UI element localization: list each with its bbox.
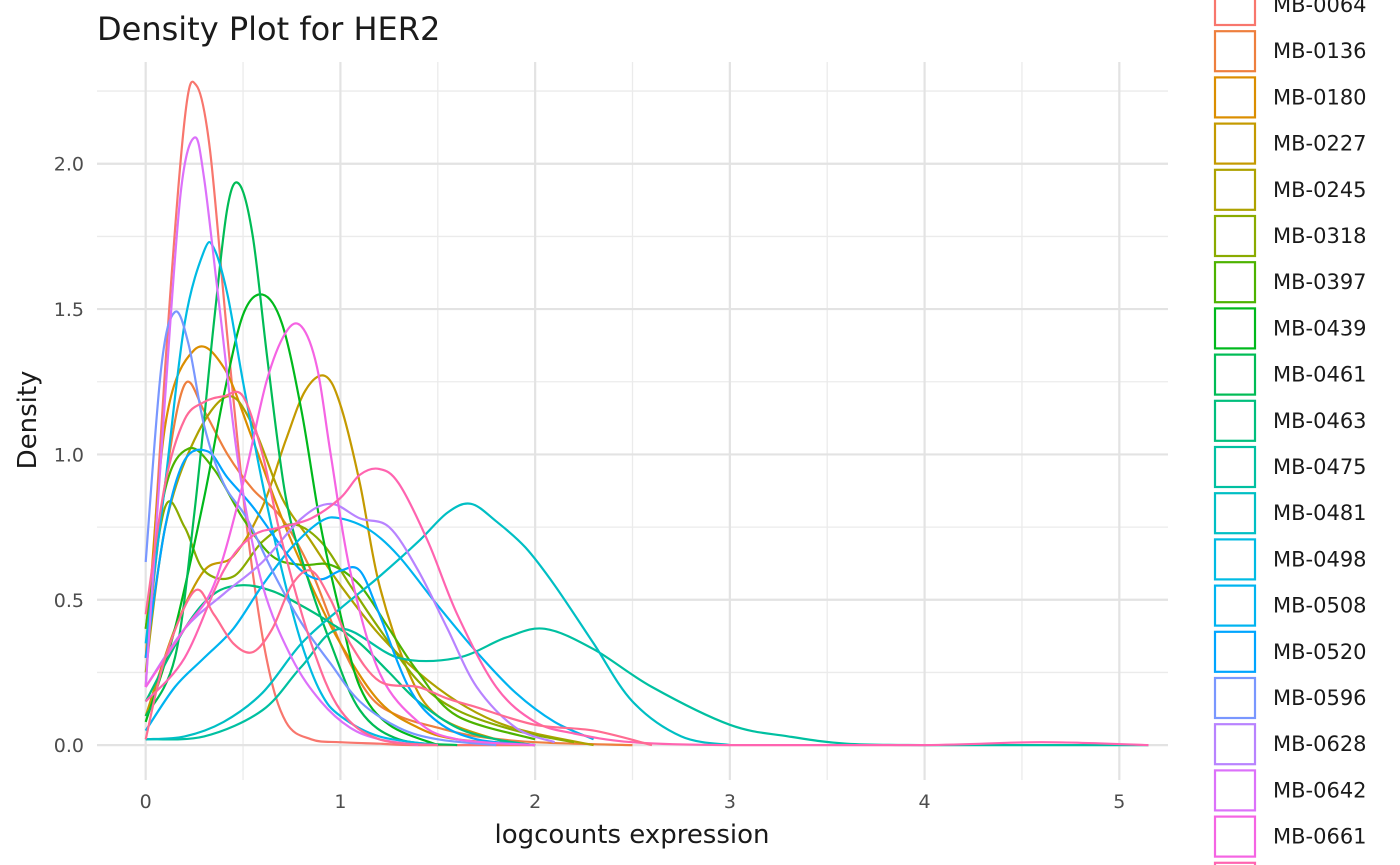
legend-swatch [1213, 723, 1257, 766]
density-curve-series-22 [144, 390, 438, 747]
legend-swatch [1213, 307, 1257, 350]
y-tick-label: 1.0 [54, 444, 84, 466]
density-curve-mb-0439 [144, 293, 439, 747]
legend-swatch [1213, 168, 1257, 211]
legend-label: MB-0461 [1273, 363, 1367, 387]
x-tick-label: 1 [334, 791, 346, 813]
density-curve-mb-0064 [144, 80, 536, 747]
legend-swatch [1213, 399, 1257, 442]
legend-swatch [1213, 214, 1257, 258]
plot-title: Density Plot for HER2 [97, 10, 440, 48]
density-curve-mb-0520 [144, 448, 536, 747]
y-tick-label: 0.5 [54, 590, 84, 612]
legend-swatch [1213, 538, 1257, 581]
legend-label: MB-0397 [1273, 270, 1367, 294]
legend-swatch [1213, 861, 1257, 865]
legend-label: MB-0475 [1273, 455, 1367, 479]
legend-label: MB-0642 [1273, 778, 1367, 802]
legend-swatch [1213, 30, 1257, 73]
y-tick-label: 0.0 [54, 735, 84, 757]
x-tick-label: 5 [1113, 791, 1125, 813]
legend-label: MB-0661 [1273, 825, 1367, 849]
y-axis-ticks: 0.0 0.5 1.0 1.5 2.0 [54, 154, 84, 757]
x-tick-label: 4 [919, 791, 931, 813]
legend-label: MB-0463 [1273, 409, 1367, 433]
legend-label: MB-0628 [1273, 732, 1367, 756]
legend-label: MB-0520 [1273, 640, 1367, 664]
legend: MB-0064 MB-0136 MB-0180 MB-0227 MB-0245 MB-03… [1213, 0, 1367, 865]
y-axis-title: Density [13, 371, 43, 470]
density-curve-mb-0475 [145, 627, 1149, 747]
density-curve-mb-0481 [145, 502, 731, 747]
legend-swatch [1213, 676, 1257, 720]
legend-label: MB-0180 [1273, 85, 1367, 109]
major-gridlines [97, 62, 1168, 780]
x-tick-label: 0 [140, 791, 152, 813]
density-curve-mb-0136 [144, 380, 633, 747]
x-tick-label: 2 [529, 791, 541, 813]
legend-swatch [1213, 76, 1257, 119]
density-curve-mb-0397 [144, 446, 536, 741]
legend-swatch [1213, 0, 1257, 27]
legend-swatch [1213, 630, 1257, 673]
legend-label: MB-0508 [1273, 594, 1367, 618]
legend-label: MB-0481 [1273, 501, 1367, 525]
legend-swatch [1213, 584, 1257, 627]
legend-label: MB-0439 [1273, 316, 1367, 340]
density-curve-mb-0661 [144, 322, 536, 747]
density-curve-mb-0642 [144, 136, 419, 747]
density-curve-mb-0461 [144, 181, 458, 747]
legend-swatch [1213, 445, 1257, 489]
legend-label: MB-0596 [1273, 686, 1367, 710]
density-curve-mb-0227 [144, 374, 536, 747]
density-curve-series-20 [144, 467, 1149, 747]
legend-label: MB-0064 [1273, 0, 1367, 17]
y-tick-label: 2.0 [54, 154, 84, 176]
density-curve-mb-0180 [144, 345, 536, 747]
x-axis-title: logcounts expression [494, 820, 769, 850]
density-curve-mb-0318 [144, 500, 575, 744]
legend-swatch [1213, 353, 1257, 396]
legend-label: MB-0227 [1273, 132, 1367, 156]
legend-label: MB-0245 [1273, 178, 1367, 202]
density-curve-series-21 [144, 569, 653, 747]
legend-swatch [1213, 492, 1257, 535]
legend-label: MB-0498 [1273, 547, 1367, 571]
density-curves [144, 80, 1149, 747]
density-curve-mb-0628 [144, 502, 555, 744]
x-tick-label: 3 [724, 791, 736, 813]
legend-swatch [1213, 769, 1257, 812]
legend-swatch [1213, 261, 1257, 304]
y-tick-label: 1.5 [54, 299, 84, 321]
legend-swatch [1213, 122, 1257, 165]
density-curve-mb-0498 [144, 240, 438, 747]
minor-gridlines [97, 62, 1168, 780]
legend-label: MB-0318 [1273, 224, 1367, 248]
legend-swatch [1213, 815, 1257, 858]
x-axis-ticks: 0 1 2 3 4 5 [140, 791, 1126, 813]
legend-label: MB-0136 [1273, 39, 1367, 63]
